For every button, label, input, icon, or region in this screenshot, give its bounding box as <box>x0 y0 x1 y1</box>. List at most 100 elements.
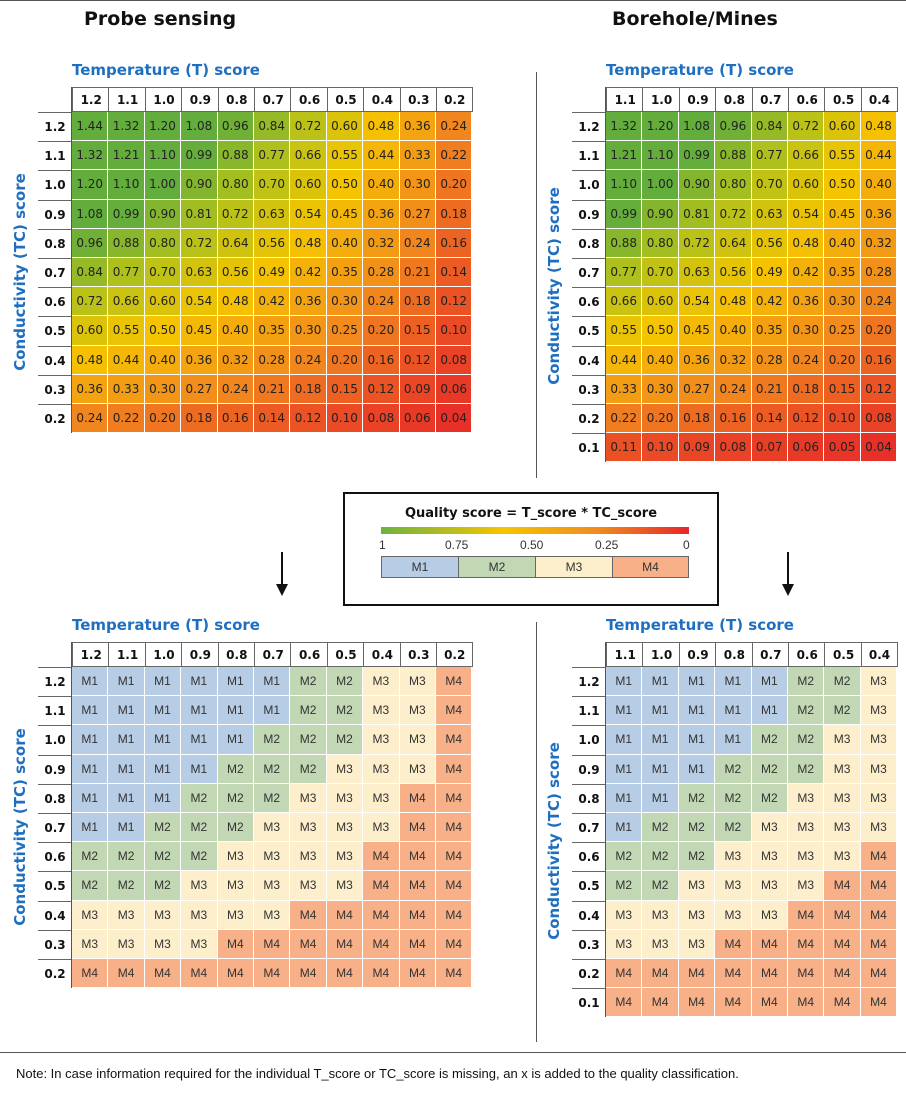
class-cell: M1 <box>217 667 254 697</box>
x-tick-label: 1.1 <box>606 642 644 667</box>
class-cell: M4 <box>860 842 898 872</box>
score-cell: 1.21 <box>108 141 145 171</box>
class-cell: M3 <box>788 813 825 843</box>
x-tick-label: 1.0 <box>642 87 680 112</box>
arrow-left-head <box>276 584 288 596</box>
score-cell: 0.44 <box>860 141 898 171</box>
y-tick-label: 0.9 <box>572 199 606 229</box>
score-cell: 0.80 <box>715 170 752 200</box>
class-cell: M3 <box>254 871 291 901</box>
class-cell: M4 <box>290 900 327 930</box>
class-cell: M2 <box>326 725 364 755</box>
score-cell: 0.20 <box>326 345 364 375</box>
x-tick-label: 0.3 <box>399 87 437 112</box>
x-tick-label: 0.8 <box>217 87 255 112</box>
class-cell: M2 <box>217 754 254 784</box>
class-cell: M2 <box>326 667 364 697</box>
x-tick-label: 0.7 <box>254 642 292 667</box>
score-cell: 0.12 <box>363 374 400 404</box>
x-tick-label: 0.9 <box>181 642 219 667</box>
score-cell: 0.44 <box>606 345 643 375</box>
score-cell: 0.30 <box>399 170 436 200</box>
class-cell: M3 <box>788 842 825 872</box>
class-cell: M1 <box>72 783 109 813</box>
score-cell: 0.28 <box>254 345 291 375</box>
x-tick-label: 0.6 <box>290 87 328 112</box>
score-cell: 0.14 <box>751 404 788 434</box>
class-cell: M3 <box>715 871 752 901</box>
score-cell: 0.16 <box>363 345 400 375</box>
score-cell: 0.36 <box>678 345 716 375</box>
score-cell: 0.20 <box>824 345 861 375</box>
score-cell: 0.30 <box>788 316 825 346</box>
score-cell: 0.28 <box>751 345 788 375</box>
legend-class-m1: M1 <box>381 556 459 578</box>
score-cell: 0.66 <box>606 287 643 317</box>
class-cell: M1 <box>217 725 254 755</box>
y-tick-label: 0.2 <box>38 959 72 989</box>
class-cell: M3 <box>290 783 327 813</box>
score-cell: 0.42 <box>788 258 825 288</box>
legend-title: Quality score = T_score * TC_score <box>404 506 658 521</box>
score-cell: 0.96 <box>72 228 109 258</box>
score-cell: 0.99 <box>606 199 643 229</box>
score-cell: 0.40 <box>363 170 400 200</box>
score-cell: 0.33 <box>606 374 643 404</box>
score-cell: 0.60 <box>72 316 109 346</box>
class-cell: M4 <box>606 959 643 989</box>
class-cell: M4 <box>715 929 752 959</box>
class-cell: M2 <box>72 871 109 901</box>
score-cell: 0.63 <box>181 258 218 288</box>
class-cell: M3 <box>181 900 218 930</box>
score-cell: 0.72 <box>181 228 218 258</box>
class-cell: M2 <box>181 783 218 813</box>
row-header-divider <box>605 642 606 1018</box>
class-cell: M3 <box>72 900 109 930</box>
class-cell: M3 <box>678 871 716 901</box>
class-cell: M3 <box>788 783 825 813</box>
score-cell: 0.14 <box>436 258 473 288</box>
class-cell: M1 <box>144 754 182 784</box>
class-cell: M2 <box>678 842 716 872</box>
class-cell: M4 <box>399 959 436 989</box>
x-tick-label: 1.0 <box>642 642 680 667</box>
class-cell: M4 <box>824 988 861 1018</box>
score-cell: 0.72 <box>217 199 254 229</box>
class-cell: M4 <box>217 959 254 989</box>
class-cell: M3 <box>751 842 788 872</box>
y-tick-label: 1.2 <box>572 112 606 142</box>
class-cell: M4 <box>436 667 473 697</box>
score-cell: 0.40 <box>326 228 364 258</box>
class-cell: M3 <box>108 929 145 959</box>
class-cell: M4 <box>436 813 473 843</box>
score-cell: 0.48 <box>363 112 400 142</box>
score-cell: 0.50 <box>824 170 861 200</box>
class-cell: M4 <box>72 959 109 989</box>
score-cell: 0.90 <box>144 199 182 229</box>
score-cell: 0.72 <box>72 287 109 317</box>
score-cell: 0.56 <box>751 228 788 258</box>
x-tick-label: 0.8 <box>217 642 255 667</box>
score-cell: 0.88 <box>217 141 254 171</box>
class-cell: M4 <box>399 842 436 872</box>
score-cell: 1.10 <box>606 170 643 200</box>
class-cell: M4 <box>860 959 898 989</box>
score-cell: 0.45 <box>326 199 364 229</box>
class-cell: M4 <box>436 959 473 989</box>
score-cell: 0.12 <box>290 404 327 434</box>
y-tick-label: 0.8 <box>38 783 72 813</box>
y-tick-label: 0.2 <box>38 404 72 434</box>
y-tick-label: 1.2 <box>38 667 72 697</box>
score-cell: 0.77 <box>751 141 788 171</box>
class-cell: M2 <box>290 725 327 755</box>
score-cell: 0.64 <box>715 228 752 258</box>
class-cell: M2 <box>788 725 825 755</box>
score-cell: 0.16 <box>217 404 254 434</box>
score-cell: 0.16 <box>436 228 473 258</box>
score-cell: 0.32 <box>363 228 400 258</box>
score-cell: 0.56 <box>715 258 752 288</box>
score-cell: 0.36 <box>363 199 400 229</box>
class-cell: M3 <box>72 929 109 959</box>
conductivity-axis-label: Conductivity (TC) score <box>10 172 29 371</box>
